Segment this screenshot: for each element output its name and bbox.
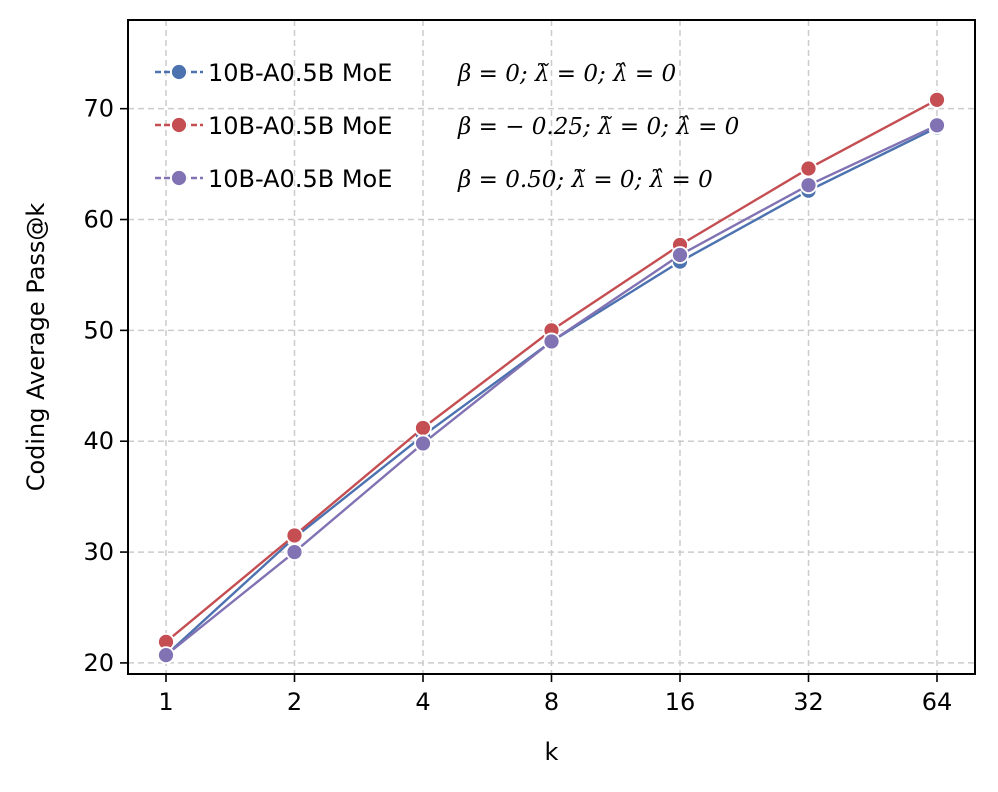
data-point (157, 646, 175, 665)
data-point (414, 434, 432, 453)
legend-item: 10B-A0.5B MoE β = 0.50; λ̃ = 0; λ̂ = 0 (155, 165, 713, 193)
y-tick-label: 70 (83, 95, 114, 123)
data-point (799, 176, 818, 195)
y-axis-label: Coding Average Pass@k (22, 203, 50, 492)
series-3 (157, 116, 946, 665)
legend-item: 10B-A0.5B MoE β = − 0.25; λ̃ = 0; λ̂ = 0 (155, 112, 739, 140)
data-point (542, 332, 561, 351)
legend-math: β = − 0.25; λ̃ = 0; λ̂ = 0 (457, 114, 739, 140)
legend-label: 10B-A0.5B MoE (208, 112, 392, 140)
data-point (285, 526, 304, 545)
data-point (285, 543, 304, 561)
y-tick-label: 60 (83, 206, 114, 234)
y-tick-label: 20 (83, 649, 114, 677)
y-tick-label: 40 (83, 427, 114, 455)
legend-marker (170, 63, 188, 81)
x-tick-label: 16 (665, 688, 696, 716)
x-tick-label: 1 (158, 688, 173, 716)
legend-label: 10B-A0.5B MoE (208, 165, 392, 193)
data-point (928, 116, 946, 135)
x-tick-label: 2 (287, 688, 302, 716)
x-axis-ticks: 1 2 4 8 16 32 64 (158, 674, 952, 716)
data-point (671, 246, 689, 264)
legend-marker (170, 169, 188, 187)
grid (128, 20, 975, 674)
x-axis-label: k (545, 738, 559, 766)
y-tick-label: 30 (83, 538, 114, 566)
data-point (799, 159, 818, 178)
x-tick-label: 32 (793, 688, 824, 716)
legend: 10B-A0.5B MoE β = 0; λ̃ = 0; λ̂ = 010B-A0… (155, 59, 739, 193)
legend-item: 10B-A0.5B MoE β = 0; λ̃ = 0; λ̂ = 0 (155, 59, 676, 87)
y-tick-label: 50 (83, 316, 114, 344)
legend-math: β = 0.50; λ̃ = 0; λ̂ = 0 (457, 167, 713, 193)
y-axis-ticks: 20 30 40 50 60 70 (83, 95, 128, 677)
legend-math: β = 0; λ̃ = 0; λ̂ = 0 (457, 61, 676, 87)
data-point (928, 90, 946, 109)
x-tick-label: 4 (415, 688, 430, 716)
legend-label: 10B-A0.5B MoE (208, 59, 392, 87)
data-point (414, 419, 432, 437)
legend-marker (170, 116, 188, 134)
x-tick-label: 64 (922, 688, 953, 716)
x-tick-label: 8 (544, 688, 559, 716)
series-layer (157, 90, 946, 665)
